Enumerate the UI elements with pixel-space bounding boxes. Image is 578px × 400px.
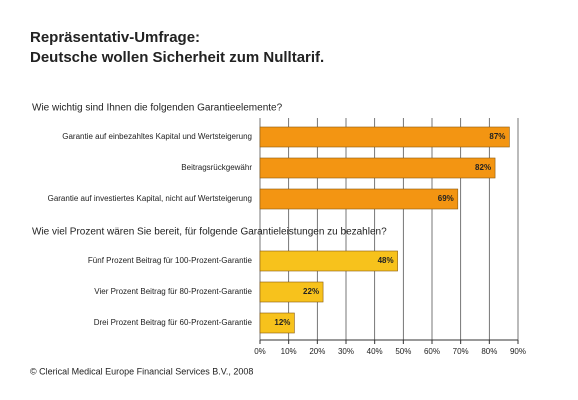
y-tick-label: Garantie auf investiertes Kapital, nicht…	[48, 194, 252, 203]
value-label: 87%	[489, 132, 505, 141]
source: © Clerical Medical Europe Financial Serv…	[30, 366, 253, 376]
x-tick-label: 40%	[367, 347, 383, 356]
y-tick-label: Fünf Prozent Beitrag für 100-Prozent-Gar…	[88, 256, 253, 265]
x-tick-label: 10%	[281, 347, 297, 356]
x-tick-label: 20%	[309, 347, 325, 356]
x-tick-label: 50%	[395, 347, 411, 356]
y-tick-label: Vier Prozent Beitrag für 80-Prozent-Gara…	[94, 287, 252, 296]
bar	[259, 250, 398, 272]
chart-title: Repräsentativ-Umfrage:	[30, 29, 200, 46]
x-tick-label: 90%	[510, 347, 526, 356]
bar	[259, 188, 459, 210]
group-heading: Wie viel Prozent wären Sie bereit, für f…	[32, 227, 387, 238]
x-tick-label: 70%	[453, 347, 469, 356]
value-label: 48%	[378, 256, 394, 265]
chart-title: Deutsche wollen Sicherheit zum Nulltarif…	[30, 49, 324, 66]
x-tick-label: 60%	[424, 347, 440, 356]
bar	[259, 281, 324, 303]
bar	[259, 126, 510, 148]
x-tick-label: 0%	[254, 347, 266, 356]
value-label: 69%	[438, 194, 454, 203]
value-label: 82%	[475, 163, 491, 172]
bar	[259, 312, 295, 334]
x-tick-label: 30%	[338, 347, 354, 356]
value-label: 12%	[274, 318, 290, 327]
group-heading: Wie wichtig sind Ihnen die folgenden Gar…	[32, 103, 283, 114]
x-tick-label: 80%	[481, 347, 497, 356]
y-tick-label: Beitragsrückgewähr	[181, 163, 252, 172]
y-tick-label: Garantie auf einbezahltes Kapital und We…	[62, 132, 252, 141]
value-label: 22%	[303, 287, 319, 296]
bar	[259, 157, 496, 179]
y-tick-label: Drei Prozent Beitrag für 60-Prozent-Gara…	[94, 318, 253, 327]
